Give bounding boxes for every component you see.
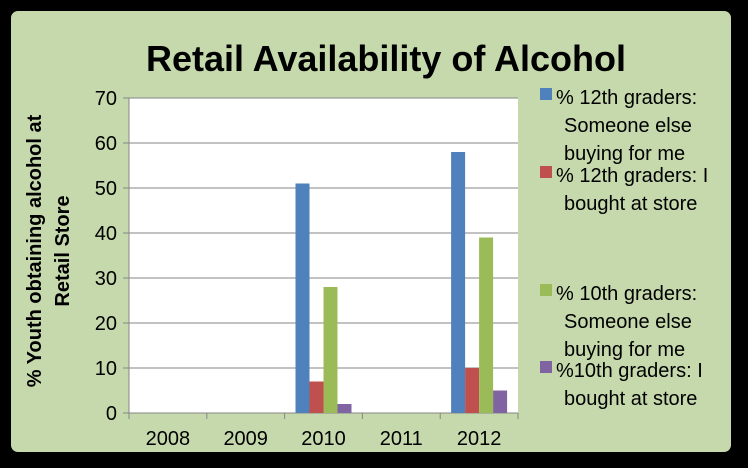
x-tick-label: 2011 (380, 428, 423, 450)
x-tick-label: 2008 (146, 428, 191, 450)
bar-2012-series-2 (465, 368, 480, 413)
y-tick-label: 60 (95, 133, 117, 155)
x-tick-label: 2009 (223, 428, 268, 450)
y-axis-label-line-1: % Youth obtaining alcohol at (24, 114, 46, 387)
bar-2010-series-4 (337, 404, 352, 413)
y-tick-label: 20 (95, 313, 117, 335)
y-tick-label: 70 (95, 88, 117, 110)
y-tick-label: 30 (95, 268, 117, 290)
y-tick-label: 0 (106, 403, 117, 425)
legend-text-4: %10th graders: I (556, 360, 703, 382)
legend-swatch-4 (540, 361, 552, 373)
bar-2010-series-3 (323, 287, 338, 413)
bar-2012-series-1 (451, 152, 466, 413)
y-tick-label: 40 (95, 223, 117, 245)
legend-text-3: buying for me (564, 339, 685, 361)
y-tick-label: 10 (95, 358, 117, 380)
bar-2012-series-4 (493, 390, 508, 413)
legend-text-1: buying for me (564, 143, 685, 165)
legend-text-3: Someone else (564, 311, 692, 333)
chart: Retail Availability of Alcohol 0 10 20 30 40 5… (24, 38, 708, 450)
y-axis-label-line-2: Retail Store (52, 195, 74, 306)
chart-panel: Retail Availability of Alcohol 0 10 20 30 40 5… (8, 8, 734, 455)
legend-swatch-3 (540, 284, 552, 296)
legend-text-3: % 10th graders: (556, 283, 697, 305)
legend-text-1: % 12th graders: (556, 87, 697, 109)
y-tick-label: 50 (95, 178, 117, 200)
legend-swatch-1 (540, 88, 552, 100)
x-tick-label: 2012 (457, 428, 502, 450)
legend-text-4: bought at store (564, 388, 697, 410)
legend-text-2: % 12th graders: I (556, 165, 708, 187)
legend-text-1: Someone else (564, 115, 692, 137)
legend-text-2: bought at store (564, 193, 697, 215)
bar-2010-series-1 (295, 183, 310, 413)
x-tick-label: 2010 (301, 428, 346, 450)
chart-title: Retail Availability of Alcohol (146, 38, 626, 79)
legend-swatch-2 (540, 166, 552, 178)
bar-2010-series-2 (309, 381, 324, 413)
bar-2012-series-3 (479, 237, 494, 413)
